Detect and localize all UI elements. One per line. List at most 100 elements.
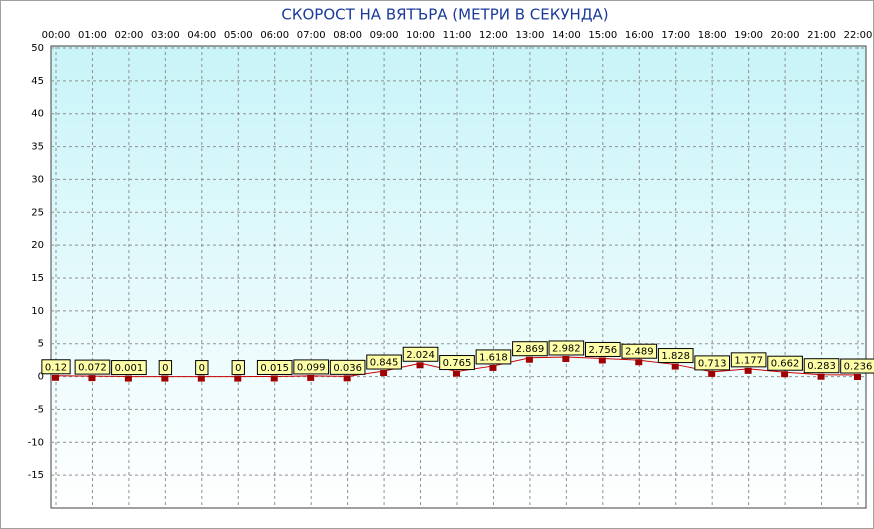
data-label: 0.845 <box>370 358 399 369</box>
x-tick-label: 20:00 <box>771 30 800 41</box>
x-tick-label: 01:00 <box>78 30 107 41</box>
data-label-box <box>41 359 71 375</box>
data-label: 0 <box>199 363 205 374</box>
marker <box>525 356 533 363</box>
data-label-box <box>584 341 621 357</box>
data-label-box <box>402 346 439 362</box>
x-tick-label: 22:00 <box>844 30 873 41</box>
y-tick-label: -5 <box>34 404 44 415</box>
marker <box>88 375 96 382</box>
x-tick-label: 11:00 <box>443 30 472 41</box>
data-label-box <box>548 340 585 356</box>
x-tick-label: 10:00 <box>406 30 435 41</box>
x-tick-label: 07:00 <box>297 30 326 41</box>
marker <box>598 357 606 364</box>
marker <box>562 355 570 362</box>
data-label-box <box>158 360 173 376</box>
data-label-box <box>74 359 111 375</box>
data-label: 0.12 <box>45 362 67 373</box>
marker <box>52 374 59 381</box>
data-label: 2.024 <box>406 350 435 361</box>
y-tick-label: 30 <box>31 174 44 185</box>
y-tick-label: 25 <box>31 207 44 218</box>
y-tick-label: 20 <box>31 240 44 251</box>
y-tick-label: 35 <box>31 142 44 153</box>
data-label-box <box>657 348 694 364</box>
y-tick-label: 0 <box>38 372 44 383</box>
marker <box>380 370 388 377</box>
y-tick-label: 15 <box>31 273 44 284</box>
x-tick-label: 06:00 <box>260 30 289 41</box>
chart-title: СКОРОСТ НА ВЯТЪРА (МЕТРИ В СЕКУНДА) <box>281 6 608 24</box>
data-label: 2.756 <box>588 345 617 356</box>
data-label: 0.036 <box>333 363 362 374</box>
marker <box>416 362 424 369</box>
data-label-box <box>439 355 475 371</box>
y-tick-label: -15 <box>28 470 44 481</box>
data-label-box <box>730 352 767 368</box>
x-tick-label: 13:00 <box>515 30 544 41</box>
data-label: 1.828 <box>661 351 690 362</box>
x-tick-label: 19:00 <box>734 30 763 41</box>
x-tick-label: 02:00 <box>114 30 143 41</box>
marker <box>744 367 752 374</box>
data-label-box <box>840 358 874 374</box>
y-tick-label: 50 <box>31 43 44 54</box>
x-tick-label: 09:00 <box>370 30 399 41</box>
y-tick-label: -10 <box>28 437 44 448</box>
x-tick-label: 12:00 <box>479 30 508 41</box>
data-label: 0.072 <box>78 363 107 374</box>
data-label: 1.177 <box>734 355 763 366</box>
data-label: 0.765 <box>443 358 472 369</box>
y-tick-label: 5 <box>38 339 44 350</box>
plot-area <box>50 45 867 509</box>
x-tick-label: 14:00 <box>552 30 581 41</box>
marker <box>453 370 460 377</box>
data-label-box <box>803 358 840 374</box>
data-label-box <box>329 359 366 375</box>
x-tick-label: 21:00 <box>807 30 836 41</box>
x-tick-label: 15:00 <box>588 30 617 41</box>
marker <box>781 371 789 378</box>
x-tick-label: 17:00 <box>661 30 690 41</box>
data-label: 0.099 <box>297 362 326 373</box>
y-tick-label: 45 <box>31 76 44 87</box>
data-label: 0.662 <box>771 359 800 370</box>
marker <box>124 375 132 382</box>
marker <box>671 363 679 370</box>
marker <box>854 374 861 381</box>
x-tick-label: 00:00 <box>42 30 71 41</box>
data-label-box <box>256 359 293 375</box>
data-label: 0.001 <box>115 363 144 374</box>
data-label: 1.618 <box>479 352 508 363</box>
x-tick-label: 18:00 <box>698 30 727 41</box>
data-label-box <box>694 355 731 371</box>
data-label-box <box>231 360 245 376</box>
data-label: 0.236 <box>844 362 873 373</box>
marker <box>161 375 169 382</box>
y-tick-label: 40 <box>31 109 44 120</box>
data-label: 0 <box>235 363 241 374</box>
y-tick-label: 10 <box>31 306 44 317</box>
x-tick-label: 03:00 <box>151 30 180 41</box>
data-label: 0.015 <box>260 363 289 374</box>
data-label-box <box>767 355 803 371</box>
data-label-box <box>293 359 330 375</box>
marker <box>270 375 278 382</box>
data-label: 0.713 <box>698 358 727 369</box>
x-tick-label: 04:00 <box>187 30 216 41</box>
data-label: 2.489 <box>625 347 654 358</box>
x-tick-label: 05:00 <box>224 30 253 41</box>
marker <box>708 370 716 377</box>
data-label: 2.982 <box>552 343 581 354</box>
data-label: 0.283 <box>807 361 836 372</box>
marker <box>489 364 497 371</box>
marker <box>343 375 351 382</box>
data-label-box <box>366 354 402 370</box>
marker <box>307 374 315 381</box>
data-label-box <box>475 349 512 365</box>
data-label-box <box>195 360 209 376</box>
marker <box>197 375 205 382</box>
marker <box>635 359 643 366</box>
